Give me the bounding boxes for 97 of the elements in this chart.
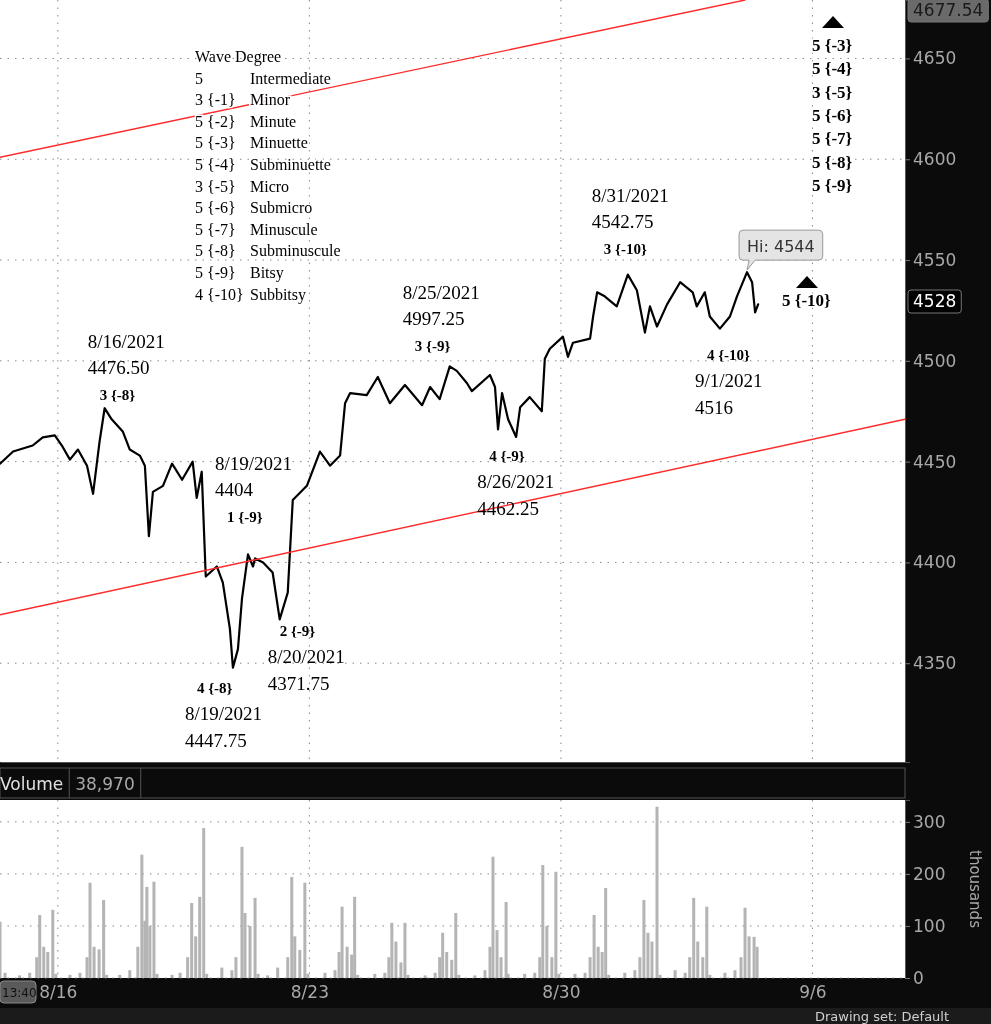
y-tick-label: 0 (913, 967, 924, 988)
annotation: 2 {-9} 8/20/2021 4371.75 (267, 623, 345, 695)
x-tick-label: 8/23 (290, 982, 329, 1003)
toolbar: Drawing set: Default (0, 1008, 991, 1024)
bar (692, 897, 696, 978)
x-tick-label: 8/30 (542, 982, 581, 1003)
bar (495, 930, 499, 978)
bar (266, 975, 270, 978)
bar (323, 972, 327, 978)
bar (454, 912, 458, 978)
annotation: 4 {-9} 8/26/2021 4462.25 (477, 447, 555, 519)
x-tick-label: 9/6 (799, 982, 827, 1003)
bar (51, 909, 55, 978)
bar (473, 975, 477, 978)
text: 4677.54 (913, 0, 984, 20)
y-tick-label: 300 (913, 811, 946, 832)
bar (276, 967, 280, 978)
bar (102, 899, 106, 978)
bar (733, 970, 737, 978)
bar (705, 906, 709, 978)
y-tick-label: 4600 (913, 149, 957, 170)
annotation: 8/31/2021 4542.75 3 {-10} (591, 184, 669, 257)
bar (441, 932, 445, 978)
bar (633, 970, 637, 978)
y-tick-label: 4550 (913, 249, 957, 270)
bar (743, 907, 747, 978)
bar (592, 915, 596, 978)
bar (340, 906, 344, 978)
bar (353, 896, 357, 978)
annotation: 8/25/2021 4997.25 3 {-9} (402, 282, 480, 355)
bar (253, 897, 257, 978)
bar (28, 972, 32, 978)
bar (523, 973, 527, 978)
bar (128, 970, 132, 978)
bar (240, 846, 244, 978)
bar (248, 925, 252, 978)
bar (390, 922, 394, 978)
bar (642, 899, 646, 978)
bar (752, 936, 756, 978)
bar (18, 975, 22, 978)
bar (0, 921, 2, 978)
bar (78, 972, 82, 978)
annotation: 8/19/2021 4404 1 {-9} (214, 453, 293, 526)
bar (152, 881, 156, 978)
bar (723, 972, 727, 978)
bar (170, 974, 174, 978)
bar (145, 886, 149, 978)
bar (290, 877, 294, 978)
bar (88, 882, 92, 978)
x-tick-label: 8/16 (39, 982, 78, 1003)
y-tick-label: 4650 (913, 48, 957, 69)
bar (541, 865, 545, 978)
bar (234, 957, 238, 978)
bar (46, 951, 50, 978)
bar (118, 974, 122, 978)
bar (220, 967, 224, 978)
bar (573, 973, 577, 978)
text: 13:40 (2, 986, 37, 1000)
bar (202, 828, 206, 978)
bar (504, 902, 508, 978)
bar (190, 903, 194, 978)
bar (68, 974, 72, 978)
bar (3, 972, 7, 978)
bar (140, 854, 144, 978)
text: 4528 (913, 291, 957, 311)
bar (38, 915, 42, 978)
bar (604, 887, 608, 978)
bar (303, 882, 307, 978)
y-tick-label: 4400 (913, 552, 957, 573)
chart-title: Volume (0, 774, 64, 794)
annotation: 5 {-3} 5 {-4} 3 {-5} 5 {-6} 5 {-7} 5 {-8} 5 {-9} (812, 36, 853, 195)
bar (345, 946, 349, 978)
bar (655, 806, 659, 978)
chart-subtitle: 38,970 (75, 774, 135, 794)
bar (673, 970, 677, 978)
annotation: 4 {-10} 9/1/2021 4516 (694, 346, 763, 418)
y-tick-label: 100 (913, 915, 946, 936)
y-tick-label: 4350 (913, 653, 957, 674)
bar (554, 871, 558, 978)
y-tick-label: 4450 (913, 451, 957, 472)
bar (491, 856, 495, 978)
annotation: Hi: 4544 (747, 237, 815, 257)
annotation: 4 {-8} 8/19/2021 4447.75 (184, 679, 262, 751)
bar (403, 922, 407, 978)
y-axis-title: thousands (966, 850, 984, 929)
bar (583, 972, 587, 978)
bar (373, 973, 377, 978)
bar (533, 972, 537, 978)
bar (298, 949, 302, 978)
annotation: 5 {-10} (782, 291, 832, 310)
bar (423, 975, 427, 978)
bar (178, 972, 182, 978)
bar (623, 972, 627, 978)
bar (483, 970, 487, 978)
y-tick-label: 4500 (913, 350, 957, 371)
annotation: 8/16/2021 4476.50 3 {-8} (87, 331, 165, 404)
y-tick-label: 200 (913, 863, 946, 884)
